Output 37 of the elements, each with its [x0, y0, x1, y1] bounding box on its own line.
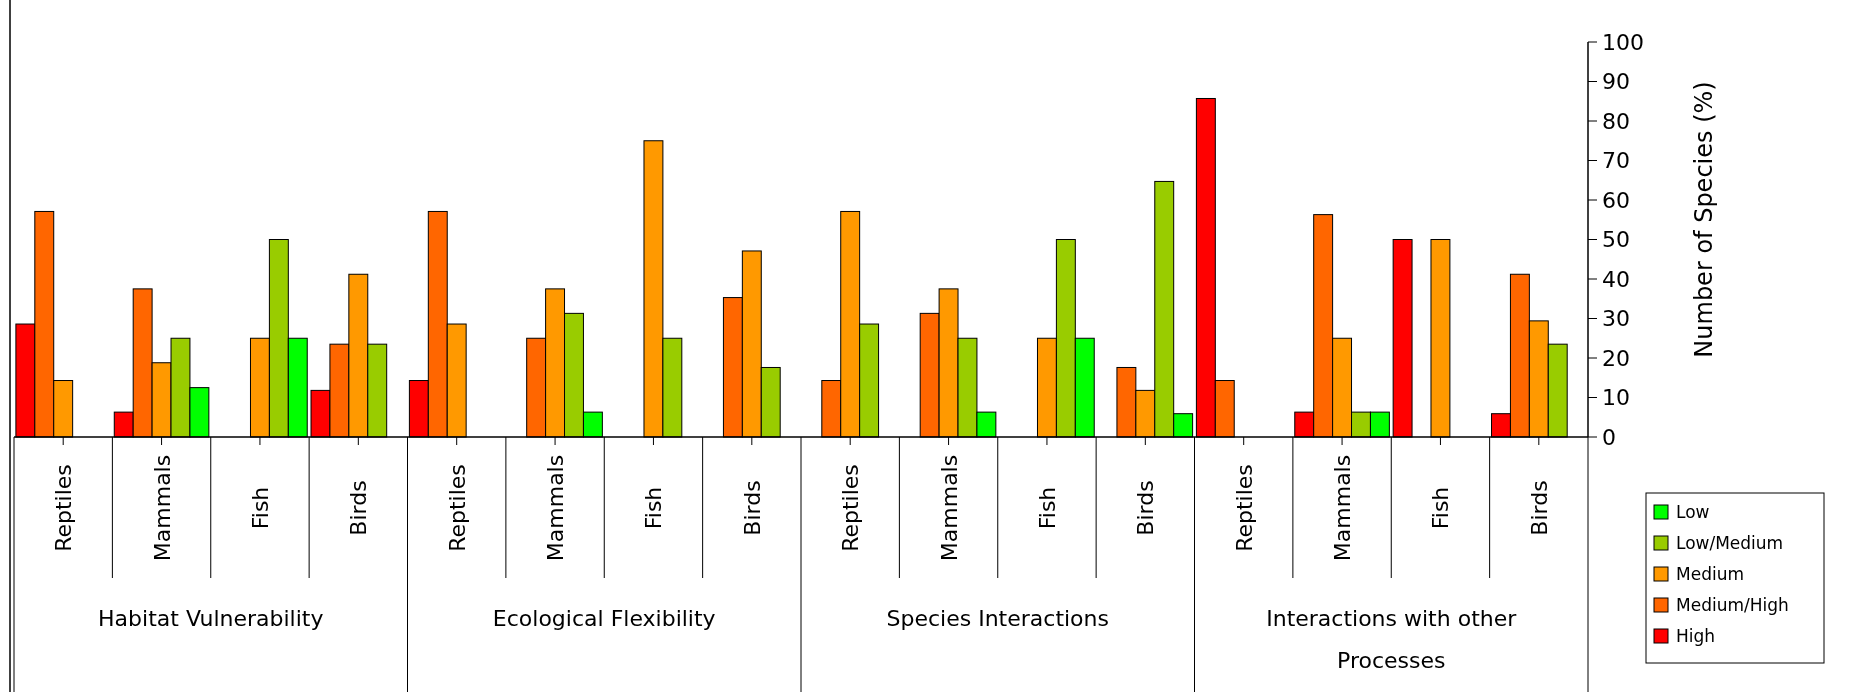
- x-tick-label: Mammals: [149, 454, 175, 562]
- y-tick-label: 70: [1602, 148, 1630, 174]
- x-tick-label: Mammals: [936, 454, 962, 562]
- y-tick-label: 90: [1602, 69, 1630, 95]
- x-tick-label: Fish: [641, 486, 667, 530]
- legend-label: Medium: [1676, 563, 1744, 584]
- x-tick-label: Birds: [1133, 480, 1159, 536]
- text: Interactions with other Processes: [1266, 606, 1518, 673]
- x-tick-label: Reptiles: [1231, 464, 1257, 552]
- x-tick-label: Fish: [1034, 486, 1060, 530]
- text: Species Interactions: [886, 606, 1109, 631]
- y-tick-label: 30: [1602, 306, 1630, 332]
- x-tick-label: Reptiles: [444, 464, 470, 552]
- y-tick-label: 100: [1602, 29, 1644, 55]
- x-tick-label: Fish: [247, 486, 273, 530]
- y-tick-label: 60: [1602, 187, 1630, 213]
- x-tick-label: Reptiles: [838, 464, 864, 552]
- y-tick-label: 40: [1602, 266, 1630, 292]
- text: Ecological Flexibility: [492, 606, 716, 631]
- y-axis-title: Number of Species (%): [1690, 81, 1718, 358]
- legend-label: Low: [1676, 501, 1710, 522]
- x-tick-label: Mammals: [1330, 454, 1356, 562]
- legend-label: Medium/High: [1676, 594, 1789, 615]
- x-tick-label: Mammals: [543, 454, 569, 562]
- text: Habitat Vulnerability: [98, 606, 324, 631]
- y-tick-label: 20: [1602, 345, 1630, 371]
- x-tick-label: Birds: [739, 480, 765, 536]
- y-tick-label: 50: [1602, 227, 1630, 253]
- y-tick-label: 0: [1602, 424, 1616, 450]
- x-tick-label: Reptiles: [51, 464, 77, 552]
- x-tick-label: Birds: [346, 480, 372, 536]
- legend-label: Low/Medium: [1676, 532, 1784, 553]
- legend-label: High: [1676, 625, 1716, 646]
- y-tick-label: 80: [1602, 108, 1630, 134]
- x-tick-label: Fish: [1428, 486, 1454, 530]
- x-tick-label: Birds: [1526, 480, 1552, 536]
- y-tick-label: 10: [1602, 385, 1630, 411]
